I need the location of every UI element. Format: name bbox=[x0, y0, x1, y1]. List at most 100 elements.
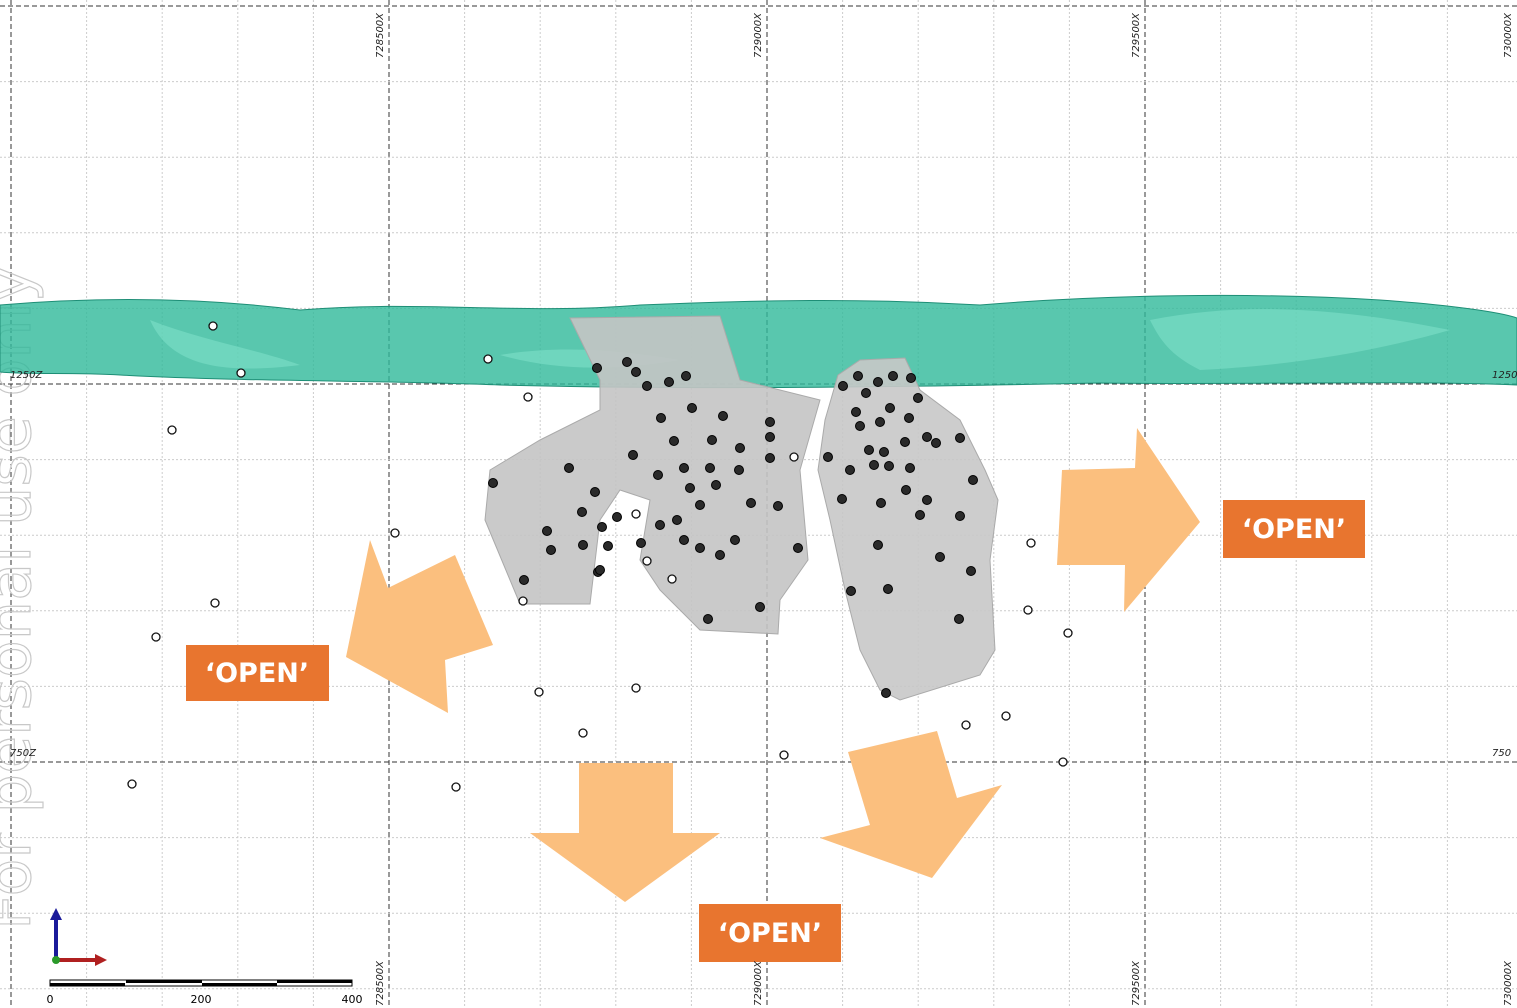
drill-hole-open bbox=[151, 632, 161, 642]
callout-box bbox=[699, 904, 841, 962]
drill-hole bbox=[564, 463, 574, 473]
arrow-south bbox=[530, 763, 720, 902]
drill-hole-open bbox=[390, 528, 400, 538]
drill-hole bbox=[685, 483, 695, 493]
drill-hole bbox=[656, 413, 666, 423]
drill-hole bbox=[885, 403, 895, 413]
drill-hole bbox=[734, 465, 744, 475]
open-arrows bbox=[346, 428, 1200, 902]
elevation-label: 1250 bbox=[1492, 370, 1517, 381]
drill-hole-open bbox=[523, 392, 533, 402]
easting-label: 728500X bbox=[375, 12, 386, 58]
drill-hole-open bbox=[451, 782, 461, 792]
drill-hole bbox=[935, 552, 945, 562]
drill-hole bbox=[873, 377, 883, 387]
drill-hole bbox=[577, 507, 587, 517]
drill-hole-open bbox=[1023, 605, 1033, 615]
drill-hole bbox=[881, 688, 891, 698]
drill-hole bbox=[703, 614, 713, 624]
drill-hole-open bbox=[789, 452, 799, 462]
callouts: ‘OPEN’ ‘OPEN’ ‘OPEN’ bbox=[186, 500, 1365, 962]
drill-hole bbox=[755, 602, 765, 612]
horizon-shade bbox=[150, 309, 1450, 370]
callout-box bbox=[1223, 500, 1365, 558]
drill-hole bbox=[879, 447, 889, 457]
drill-hole-open bbox=[1001, 711, 1011, 721]
easting-label: 729500X bbox=[1131, 960, 1142, 1006]
drill-hole bbox=[746, 498, 756, 508]
drill-hole-open bbox=[483, 354, 493, 364]
drill-hole bbox=[546, 545, 556, 555]
drill-hole bbox=[864, 445, 874, 455]
drill-hole-open bbox=[210, 598, 220, 608]
drill-hole bbox=[765, 453, 775, 463]
drill-hole bbox=[884, 461, 894, 471]
scale-label: 400 bbox=[342, 993, 363, 1006]
drill-hole bbox=[612, 512, 622, 522]
drill-hole bbox=[966, 566, 976, 576]
elevation-label: 750Z bbox=[10, 748, 37, 759]
drill-hole-open bbox=[631, 509, 641, 519]
drill-hole-open bbox=[1063, 628, 1073, 638]
easting-label: 729000X bbox=[753, 960, 764, 1006]
drill-hole bbox=[622, 357, 632, 367]
easting-label: 728500X bbox=[375, 960, 386, 1006]
drill-hole bbox=[628, 450, 638, 460]
drill-hole bbox=[542, 526, 552, 536]
drill-hole bbox=[793, 543, 803, 553]
drill-hole bbox=[968, 475, 978, 485]
drill-hole bbox=[655, 520, 665, 530]
elevation-label: 750 bbox=[1492, 748, 1511, 759]
drill-hole bbox=[875, 417, 885, 427]
drill-hole bbox=[765, 417, 775, 427]
axis-indicator bbox=[50, 908, 107, 966]
drill-hole bbox=[592, 363, 602, 373]
drill-hole bbox=[915, 510, 925, 520]
drill-hole bbox=[913, 393, 923, 403]
drill-hole-open bbox=[518, 596, 528, 606]
drill-hole bbox=[904, 413, 914, 423]
arrow-southwest bbox=[346, 540, 493, 713]
drill-hole-open bbox=[1026, 538, 1036, 548]
drill-hole bbox=[519, 575, 529, 585]
drill-hole bbox=[672, 515, 682, 525]
callout-box bbox=[186, 645, 329, 701]
drill-hole bbox=[954, 614, 964, 624]
drill-hole-open bbox=[667, 574, 677, 584]
drill-hole bbox=[837, 494, 847, 504]
drill-hole bbox=[595, 565, 605, 575]
drill-hole bbox=[488, 478, 498, 488]
drill-hole bbox=[603, 541, 613, 551]
drill-hole bbox=[578, 540, 588, 550]
drill-hole-open bbox=[167, 425, 177, 435]
orebody-east bbox=[817, 357, 999, 701]
drill-hole bbox=[873, 540, 883, 550]
drill-hole bbox=[590, 487, 600, 497]
arrow-southeast bbox=[820, 731, 1002, 878]
drill-hole bbox=[715, 550, 725, 560]
easting-label: 729000X bbox=[753, 12, 764, 58]
drill-hole bbox=[664, 377, 674, 387]
drill-hole bbox=[906, 373, 916, 383]
drill-hole bbox=[681, 371, 691, 381]
drill-hole-open bbox=[961, 720, 971, 730]
drill-hole bbox=[718, 411, 728, 421]
callout-label: ‘OPEN’ bbox=[718, 918, 822, 949]
drill-hole-open bbox=[208, 321, 218, 331]
easting-label: 730000X bbox=[1503, 960, 1514, 1006]
drill-hole bbox=[636, 538, 646, 548]
drill-hole bbox=[869, 460, 879, 470]
drill-hole bbox=[687, 403, 697, 413]
drill-hole bbox=[642, 381, 652, 391]
drill-hole-open bbox=[534, 687, 544, 697]
drill-hole bbox=[823, 452, 833, 462]
drill-hole bbox=[735, 443, 745, 453]
drill-hole bbox=[855, 421, 865, 431]
drill-hole-open bbox=[642, 556, 652, 566]
drill-hole bbox=[707, 435, 717, 445]
drill-hole bbox=[705, 463, 715, 473]
drill-hole bbox=[955, 433, 965, 443]
drill-hole bbox=[669, 436, 679, 446]
easting-label: 729500X bbox=[1131, 12, 1142, 58]
arrow-east bbox=[1057, 428, 1200, 612]
